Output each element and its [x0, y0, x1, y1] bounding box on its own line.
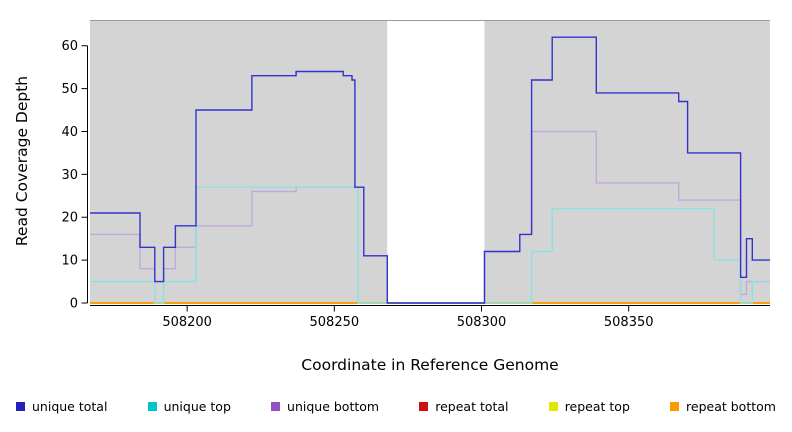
- y-tick-label: 30: [61, 168, 78, 183]
- legend-label: unique total: [32, 399, 108, 414]
- x-tick-label: 508350: [604, 315, 654, 330]
- legend-item-repeat-top: repeat top: [548, 399, 630, 414]
- legend-item-unique-top: unique top: [147, 399, 231, 414]
- plot-panel-left: [90, 20, 388, 303]
- y-tick-label: 60: [61, 39, 78, 54]
- legend-label: unique bottom: [287, 399, 380, 414]
- y-tick-label: 40: [61, 125, 78, 140]
- legend-item-unique-bottom: unique bottom: [271, 399, 379, 414]
- legend: unique total unique top unique bottom repea…: [0, 399, 792, 414]
- y-tick-label: 20: [61, 211, 78, 226]
- legend-label: unique top: [163, 399, 231, 414]
- legend-item-repeat-total: repeat total: [419, 399, 509, 414]
- y-tick-label: 10: [61, 254, 78, 269]
- legend-swatch-unique-total: [16, 402, 25, 411]
- legend-swatch-repeat-bottom: [670, 402, 680, 411]
- legend-label: repeat total: [435, 399, 509, 414]
- y-tick-label: 0: [70, 297, 78, 312]
- x-tick-label: 508300: [457, 315, 507, 330]
- series-unique-top: [90, 186, 770, 304]
- coverage-plot: 508200 508250 508300 508350 0 10 20 30 40 50 60 Re…: [13, 20, 770, 330]
- legend-swatch-repeat-total: [419, 402, 429, 411]
- y-axis-title: Read Coverage Depth: [13, 76, 31, 246]
- legend-swatch-unique-bottom: [271, 402, 281, 411]
- y-tick-label: 50: [61, 82, 78, 97]
- legend-label: repeat top: [564, 399, 630, 414]
- legend-swatch-unique-top: [147, 402, 157, 411]
- x-tick-label: 508250: [310, 315, 360, 330]
- legend-item-unique-total: unique total: [16, 399, 107, 414]
- plot-layers: 508200 508250 508300 508350 0 10 20 30 40 50 60: [61, 20, 770, 330]
- legend-label: repeat bottom: [686, 399, 776, 414]
- series-unique-total: [90, 36, 770, 304]
- x-tick-label: 508200: [162, 315, 212, 330]
- legend-swatch-repeat-top: [548, 402, 558, 411]
- x-axis-title: Coordinate in Reference Genome: [301, 356, 559, 374]
- legend-item-repeat-bottom: repeat bottom: [670, 399, 776, 414]
- mask-region: [387, 20, 485, 303]
